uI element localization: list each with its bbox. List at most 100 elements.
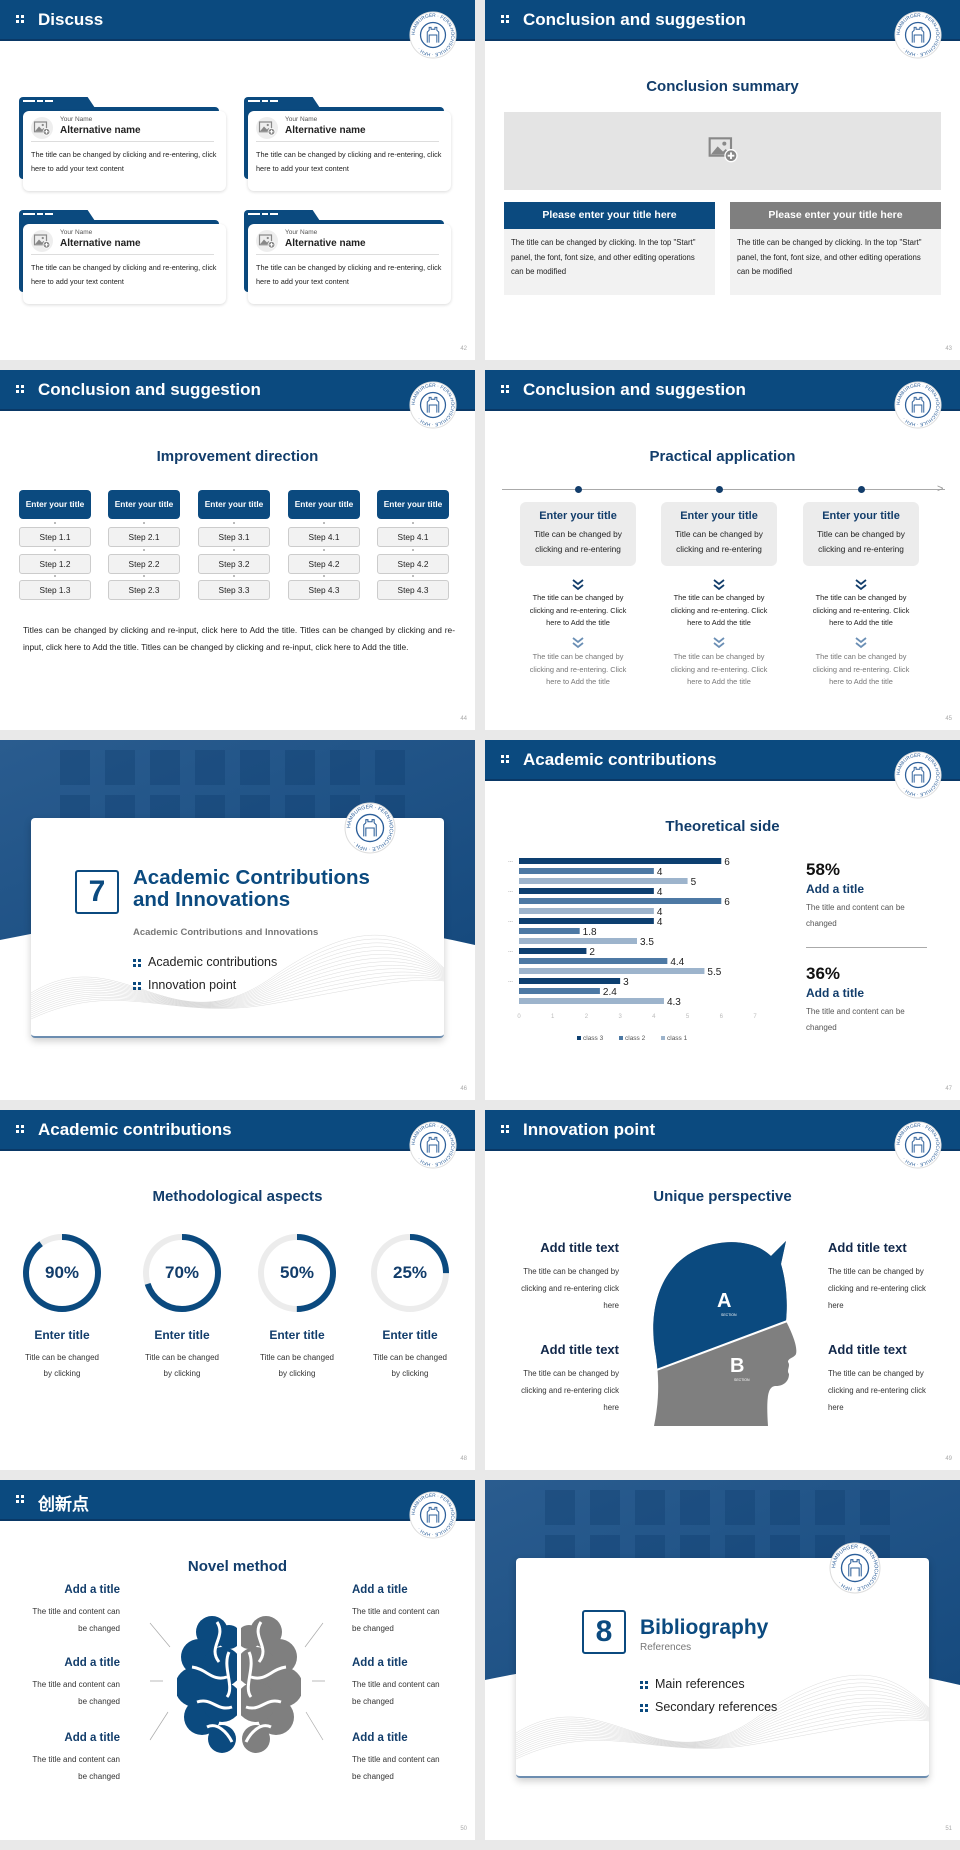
tab-dashes [23, 100, 53, 102]
wave-decoration [516, 1558, 929, 1776]
connector-dot [233, 522, 235, 524]
step-box[interactable]: Step 4.3 [377, 580, 449, 600]
image-add-icon [256, 230, 278, 252]
bar [519, 868, 654, 874]
step-card[interactable]: Enter your title Title can be changed by … [520, 502, 636, 566]
step-box[interactable]: Step 3.3 [198, 580, 270, 600]
step-box[interactable]: Step 3.2 [198, 554, 270, 574]
double-chevron-down-icon [854, 636, 868, 654]
column-title-button[interactable]: Enter your title [198, 490, 270, 519]
connector-dot [143, 575, 145, 577]
bar [519, 908, 654, 914]
panel-title[interactable]: Please enter your title here [730, 202, 941, 229]
section-bullet[interactable]: Secondary references [655, 1700, 778, 1714]
point-title: Add a title [352, 1732, 408, 1744]
column-title-button[interactable]: Enter your title [377, 490, 449, 519]
section-title: Academic Contributions and Innovations [133, 866, 370, 911]
section-card [31, 818, 444, 1038]
legend-label: class 3 [583, 1035, 604, 1042]
slide-s47: Academic contributions HAMBURGER · FERN-H… [485, 740, 960, 1100]
bullet-dots-icon [16, 15, 24, 23]
section-bullet[interactable]: Innovation point [148, 978, 237, 992]
card-body: Your Name Alternative name The title can b… [23, 224, 226, 304]
section-subtitle: Academic Contributions and Innovations [133, 927, 319, 938]
bar-value-label: 3.5 [640, 937, 654, 948]
progress-label: 90% [44, 1263, 80, 1282]
column-title-button[interactable]: Enter your title [19, 490, 91, 519]
progress-ring [22, 1233, 102, 1318]
step-box[interactable]: Step 2.2 [108, 554, 180, 574]
x-tick-label: 5 [686, 1014, 690, 1020]
category-label-truncated: … [508, 858, 513, 864]
divider [31, 141, 214, 142]
step-box[interactable]: Step 4.3 [288, 580, 360, 600]
page-number: 50 [460, 1826, 467, 1832]
slide-header-title: 创新点 [38, 1495, 89, 1514]
bar-value-label: 2.4 [603, 987, 617, 998]
point-title: Add title text [540, 1342, 619, 1357]
bar [519, 978, 621, 984]
connector-dot [233, 575, 235, 577]
university-logo: HAMBURGER · FERN-HOCHSCHULE · HFH · [409, 1491, 457, 1539]
section-a-label: SECTION [721, 1313, 737, 1317]
section-b-label: SECTION [734, 1378, 750, 1382]
card-small-label: Your Name [60, 116, 93, 123]
page-number: 48 [460, 1456, 467, 1462]
stat-text: The title and content can be changed [806, 1007, 905, 1032]
divider [806, 947, 927, 948]
step-box[interactable]: Step 1.1 [19, 527, 91, 547]
point-title: Add a title [352, 1657, 408, 1669]
step-box[interactable]: Step 4.1 [288, 527, 360, 547]
step-box[interactable]: Step 3.1 [198, 527, 270, 547]
step-box[interactable]: Step 1.2 [19, 554, 91, 574]
step-card[interactable]: Enter your title Title can be changed by … [803, 502, 919, 566]
bar [519, 968, 705, 974]
step-box[interactable]: Step 2.3 [108, 580, 180, 600]
step-box[interactable]: Step 4.2 [288, 554, 360, 574]
panel-title[interactable]: Please enter your title here [504, 202, 715, 229]
bar [519, 948, 587, 954]
column-title-button[interactable]: Enter your title [108, 490, 180, 519]
step-box[interactable]: Step 2.1 [108, 527, 180, 547]
item-text: Title can be changed by clicking [145, 1353, 219, 1378]
slide-header: Conclusion and suggestion [485, 0, 960, 41]
section-bullet[interactable]: Academic contributions [148, 955, 278, 969]
connector-dot [54, 575, 56, 577]
item-title: Enter title [154, 1328, 210, 1342]
panel-text: The title can be changed by clicking. In… [504, 229, 715, 295]
step-card-text: Title can be changed by clicking and re-… [817, 529, 905, 554]
bar-value-label: 4 [657, 867, 663, 878]
item-title: Enter title [382, 1328, 438, 1342]
step-box[interactable]: Step 4.2 [377, 554, 449, 574]
step-box[interactable]: Step 4.1 [377, 527, 449, 547]
card-name: Alternative name [285, 238, 366, 249]
bar [519, 998, 664, 1004]
step-box[interactable]: Step 1.3 [19, 580, 91, 600]
x-tick-label: 3 [618, 1014, 622, 1020]
column-title-button[interactable]: Enter your title [288, 490, 360, 519]
university-logo: HAMBURGER · FERN-HOCHSCHULE · HFH · [409, 1121, 457, 1169]
slide-s45: Conclusion and suggestion HAMBURGER · FER… [485, 370, 960, 730]
page-number: 44 [460, 716, 467, 722]
divider [31, 254, 214, 255]
timeline-line [502, 489, 945, 490]
section-title: Methodological aspects [152, 1188, 323, 1205]
bar [519, 988, 600, 994]
slide-header-title: Academic contributions [523, 750, 717, 769]
bar [519, 928, 580, 934]
section-bullet[interactable]: Main references [655, 1677, 745, 1691]
logo-seal-icon: HAMBURGER · FERN-HOCHSCHULE · HFH · [894, 751, 942, 799]
bar-chart: 6 4 5 … 4 6 4 … 4 1.8 3.5 … 2 4.4 5.5 … 3 2.4 4.3 … 0 1 2 3 4 5 6 7… [508, 857, 757, 1042]
profile-card[interactable]: Your Name Alternative name The title can b… [244, 210, 451, 304]
image-placeholder[interactable] [504, 112, 941, 190]
card-text: The title can be changed by clicking and… [256, 150, 442, 173]
section-subtitle: References [640, 1642, 692, 1653]
slide-header: Academic contributions [485, 740, 960, 781]
step-card[interactable]: Enter your title Title can be changed by … [661, 502, 777, 566]
profile-card[interactable]: Your Name Alternative name The title can b… [19, 210, 226, 304]
page-number: 43 [945, 346, 952, 352]
stat-value: 58% [806, 860, 841, 879]
profile-card[interactable]: Your Name Alternative name The title can b… [244, 97, 451, 191]
timeline-arrow-icon: > [937, 483, 944, 495]
profile-card[interactable]: Your Name Alternative name The title can b… [19, 97, 226, 191]
